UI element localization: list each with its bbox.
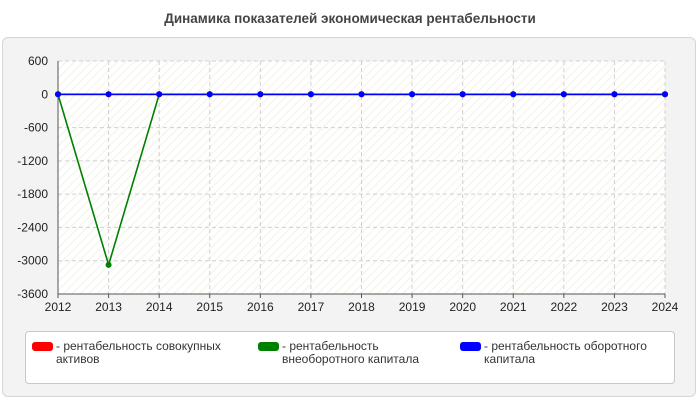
legend: - рентабельность совокупных активов - ре… bbox=[25, 331, 675, 384]
data-point-series-3 bbox=[510, 91, 517, 98]
y-tick-label: 600 bbox=[28, 54, 48, 68]
x-tick-label: 2015 bbox=[196, 300, 223, 314]
y-axis-tick-labels: 600 0 -600 -1200 -1800 -2400 -3000 -3600 bbox=[17, 54, 48, 301]
x-tick-label: 2017 bbox=[298, 300, 325, 314]
y-tick-label: -1200 bbox=[17, 154, 48, 168]
x-tick-label: 2023 bbox=[601, 300, 628, 314]
x-tick-label: 2013 bbox=[95, 300, 122, 314]
y-tick-label: -3000 bbox=[17, 254, 48, 268]
y-tick-label: -1800 bbox=[17, 187, 48, 201]
y-tick-label: -3600 bbox=[17, 287, 48, 301]
legend-item-working-capital[interactable]: - рентабельность оборотного капитала bbox=[460, 340, 670, 366]
y-tick-label: -600 bbox=[24, 121, 48, 135]
data-point-series-3 bbox=[560, 91, 567, 98]
chart-title: Динамика показателей экономическая рента… bbox=[164, 11, 536, 26]
legend-item-total-assets[interactable]: - рентабельность совокупных активов bbox=[32, 340, 247, 366]
legend-item-non-current-capital[interactable]: - рентабельность внеоборотного капитала bbox=[258, 340, 448, 366]
data-point-series-3 bbox=[105, 91, 112, 98]
data-point-series-3 bbox=[611, 91, 618, 98]
series-points bbox=[55, 91, 668, 268]
x-tick-label: 2019 bbox=[399, 300, 426, 314]
legend-label: - рентабельность оборотного капитала bbox=[484, 339, 647, 366]
data-point-series-3 bbox=[358, 91, 365, 98]
legend-label: - рентабельность совокупных активов bbox=[56, 339, 221, 366]
data-point-series-3 bbox=[156, 91, 163, 98]
legend-swatch-red bbox=[32, 342, 53, 351]
data-point-series-3 bbox=[459, 91, 466, 98]
data-point-series-3 bbox=[206, 91, 213, 98]
x-tick-label: 2018 bbox=[348, 300, 375, 314]
x-tick-label: 2012 bbox=[45, 300, 72, 314]
data-point-series-3 bbox=[662, 91, 668, 98]
x-tick-label: 2020 bbox=[449, 300, 476, 314]
legend-swatch-blue bbox=[460, 342, 481, 351]
data-point-series-2 bbox=[105, 261, 112, 268]
y-tick-label: -2400 bbox=[17, 220, 48, 234]
axes bbox=[57, 61, 665, 295]
x-tick-label: 2024 bbox=[652, 300, 679, 314]
x-axis-tick-labels: 2012 2013 2014 2015 2016 2017 2018 2019 2020 2021… bbox=[45, 300, 679, 314]
x-tick-label: 2021 bbox=[500, 300, 527, 314]
data-point-series-3 bbox=[307, 91, 314, 98]
y-tick-label: 0 bbox=[41, 87, 48, 101]
data-point-series-3 bbox=[409, 91, 416, 98]
data-point-series-3 bbox=[257, 91, 264, 98]
legend-swatch-green bbox=[258, 342, 279, 351]
x-tick-label: 2022 bbox=[550, 300, 577, 314]
x-tick-label: 2016 bbox=[247, 300, 274, 314]
legend-label: - рентабельность внеоборотного капитала bbox=[282, 339, 419, 366]
data-point-series-3 bbox=[55, 91, 61, 98]
x-tick-label: 2014 bbox=[146, 300, 173, 314]
